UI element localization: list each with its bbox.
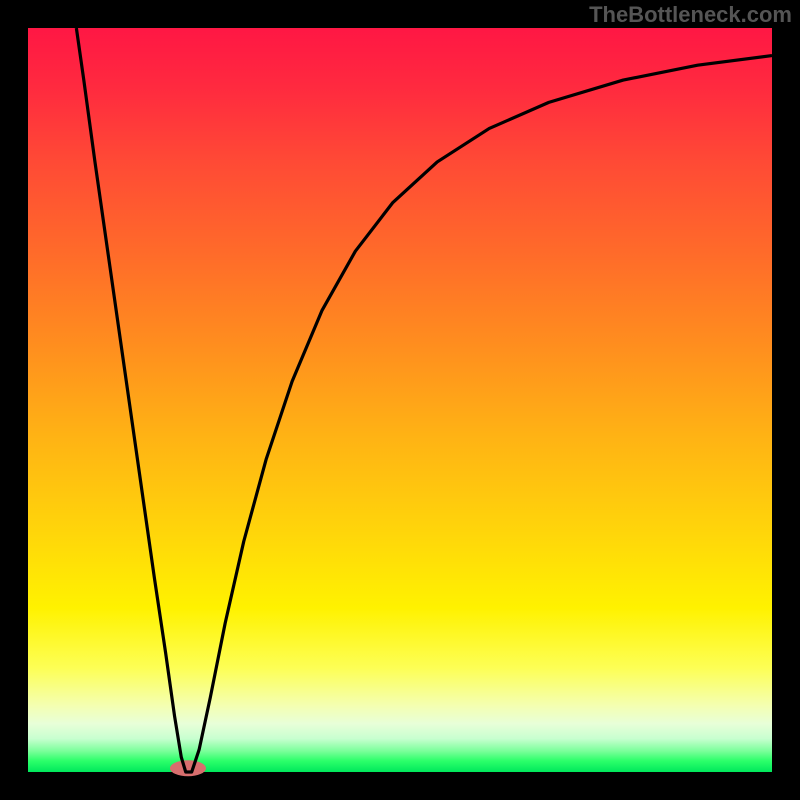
target-marker: [170, 760, 206, 776]
bottleneck-chart: TheBottleneck.com: [0, 0, 800, 800]
chart-svg: [0, 0, 800, 800]
watermark-text: TheBottleneck.com: [589, 2, 792, 28]
plot-background: [28, 28, 772, 772]
